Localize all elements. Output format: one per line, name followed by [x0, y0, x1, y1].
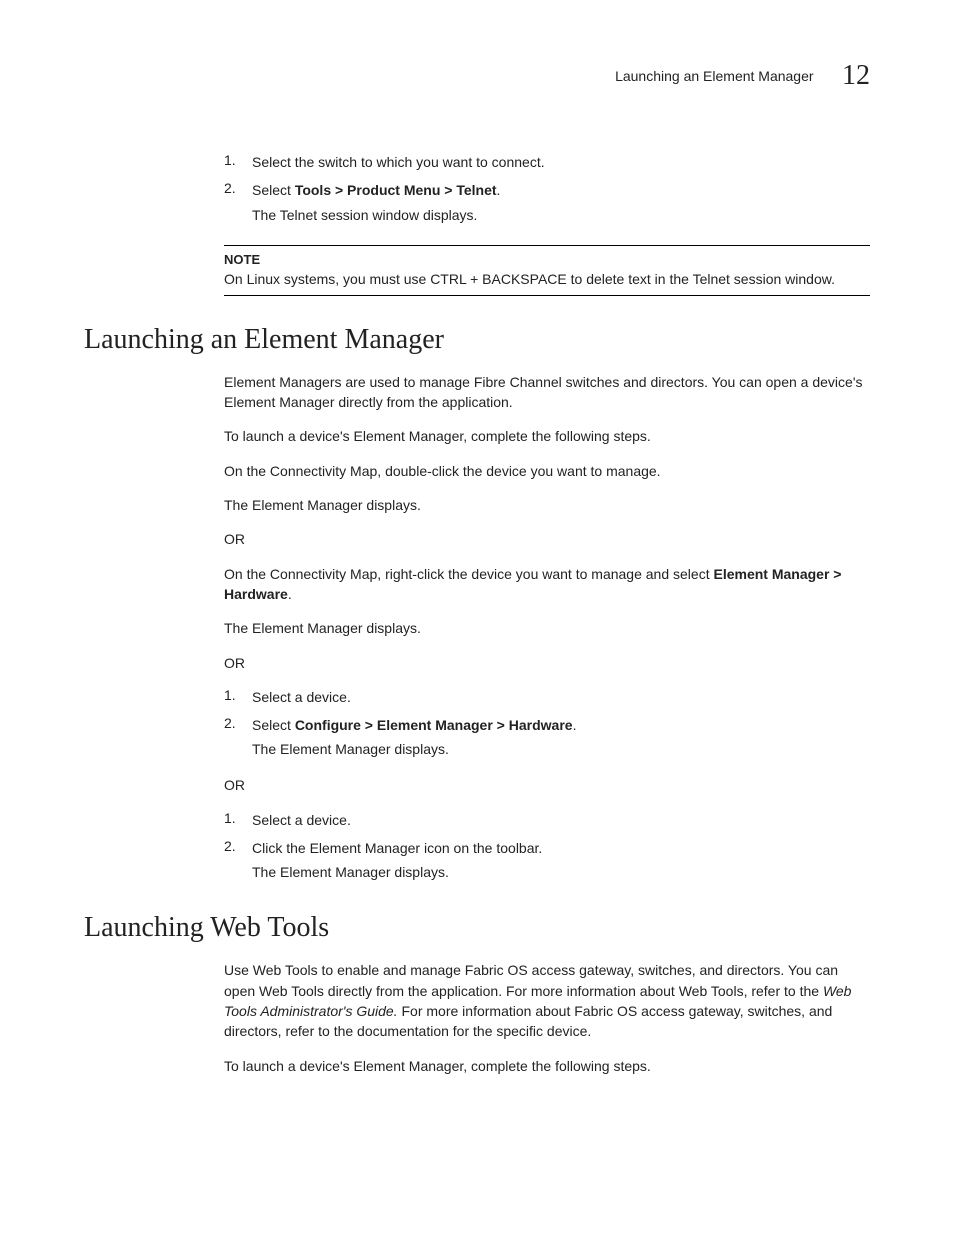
- step-prefix: Select: [252, 182, 295, 198]
- list-item: 1. Select a device.: [224, 687, 870, 707]
- step-sub: The Element Manager displays.: [252, 864, 870, 880]
- paragraph: The Element Manager displays.: [224, 618, 870, 638]
- step-suffix: .: [497, 182, 501, 198]
- top-steps-list: 1. Select the switch to which you want t…: [224, 152, 870, 233]
- top-steps-block: 1. Select the switch to which you want t…: [224, 152, 870, 296]
- list-item: 1. Select a device.: [224, 810, 870, 830]
- step-sub: The Telnet session window displays.: [252, 207, 870, 223]
- section-heading-element-manager: Launching an Element Manager: [84, 324, 870, 356]
- step-number: 1.: [224, 810, 252, 830]
- chapter-number: 12: [842, 60, 870, 92]
- note-block: NOTE On Linux systems, you must use CTRL…: [224, 245, 870, 296]
- section-heading-web-tools: Launching Web Tools: [84, 912, 870, 944]
- paragraph: To launch a device's Element Manager, co…: [224, 1056, 870, 1076]
- step-number: 2.: [224, 180, 252, 200]
- menu-path: Configure > Element Manager > Hardware: [295, 717, 573, 733]
- note-label: NOTE: [224, 252, 870, 267]
- step-number: 2.: [224, 838, 252, 858]
- list-item: 2. Click the Element Manager icon on the…: [224, 838, 870, 890]
- step-text: Select a device.: [252, 687, 351, 707]
- step-text: Click the Element Manager icon on the to…: [252, 838, 542, 858]
- note-body: On Linux systems, you must use CTRL + BA…: [224, 269, 870, 289]
- page: Launching an Element Manager 12 1. Selec…: [0, 0, 954, 1150]
- step-sub: The Element Manager displays.: [252, 741, 870, 757]
- step-number: 2.: [224, 715, 252, 735]
- list-item: 1. Select the switch to which you want t…: [224, 152, 870, 172]
- step-text: Select Configure > Element Manager > Har…: [252, 715, 576, 735]
- text-part: Use Web Tools to enable and manage Fabri…: [224, 962, 838, 998]
- section2-body: Use Web Tools to enable and manage Fabri…: [224, 960, 870, 1075]
- section1-listB: 1. Select a device. 2. Click the Element…: [224, 810, 870, 891]
- paragraph: On the Connectivity Map, right-click the…: [224, 564, 870, 605]
- paragraph: On the Connectivity Map, double-click th…: [224, 461, 870, 481]
- step-text: Select a device.: [252, 810, 351, 830]
- list-item: 2. Select Tools > Product Menu > Telnet.…: [224, 180, 870, 232]
- paragraph: To launch a device's Element Manager, co…: [224, 426, 870, 446]
- running-header: Launching an Element Manager 12: [84, 60, 870, 92]
- menu-path: Tools > Product Menu > Telnet: [295, 182, 497, 198]
- step-text: Select Tools > Product Menu > Telnet.: [252, 180, 500, 200]
- step-number: 1.: [224, 152, 252, 172]
- running-title: Launching an Element Manager: [615, 68, 813, 84]
- list-item: 2. Select Configure > Element Manager > …: [224, 715, 870, 767]
- paragraph: Element Managers are used to manage Fibr…: [224, 372, 870, 413]
- step-number: 1.: [224, 687, 252, 707]
- paragraph: Use Web Tools to enable and manage Fabri…: [224, 960, 870, 1041]
- or-separator: OR: [224, 775, 870, 795]
- text-suffix: .: [288, 586, 292, 602]
- paragraph: The Element Manager displays.: [224, 495, 870, 515]
- or-separator: OR: [224, 529, 870, 549]
- step-text: Select the switch to which you want to c…: [252, 152, 545, 172]
- step-suffix: .: [573, 717, 577, 733]
- or-separator: OR: [224, 653, 870, 673]
- text-prefix: On the Connectivity Map, right-click the…: [224, 566, 713, 582]
- step-prefix: Select: [252, 717, 295, 733]
- section1-body: Element Managers are used to manage Fibr…: [224, 372, 870, 890]
- section1-listA: 1. Select a device. 2. Select Configure …: [224, 687, 870, 768]
